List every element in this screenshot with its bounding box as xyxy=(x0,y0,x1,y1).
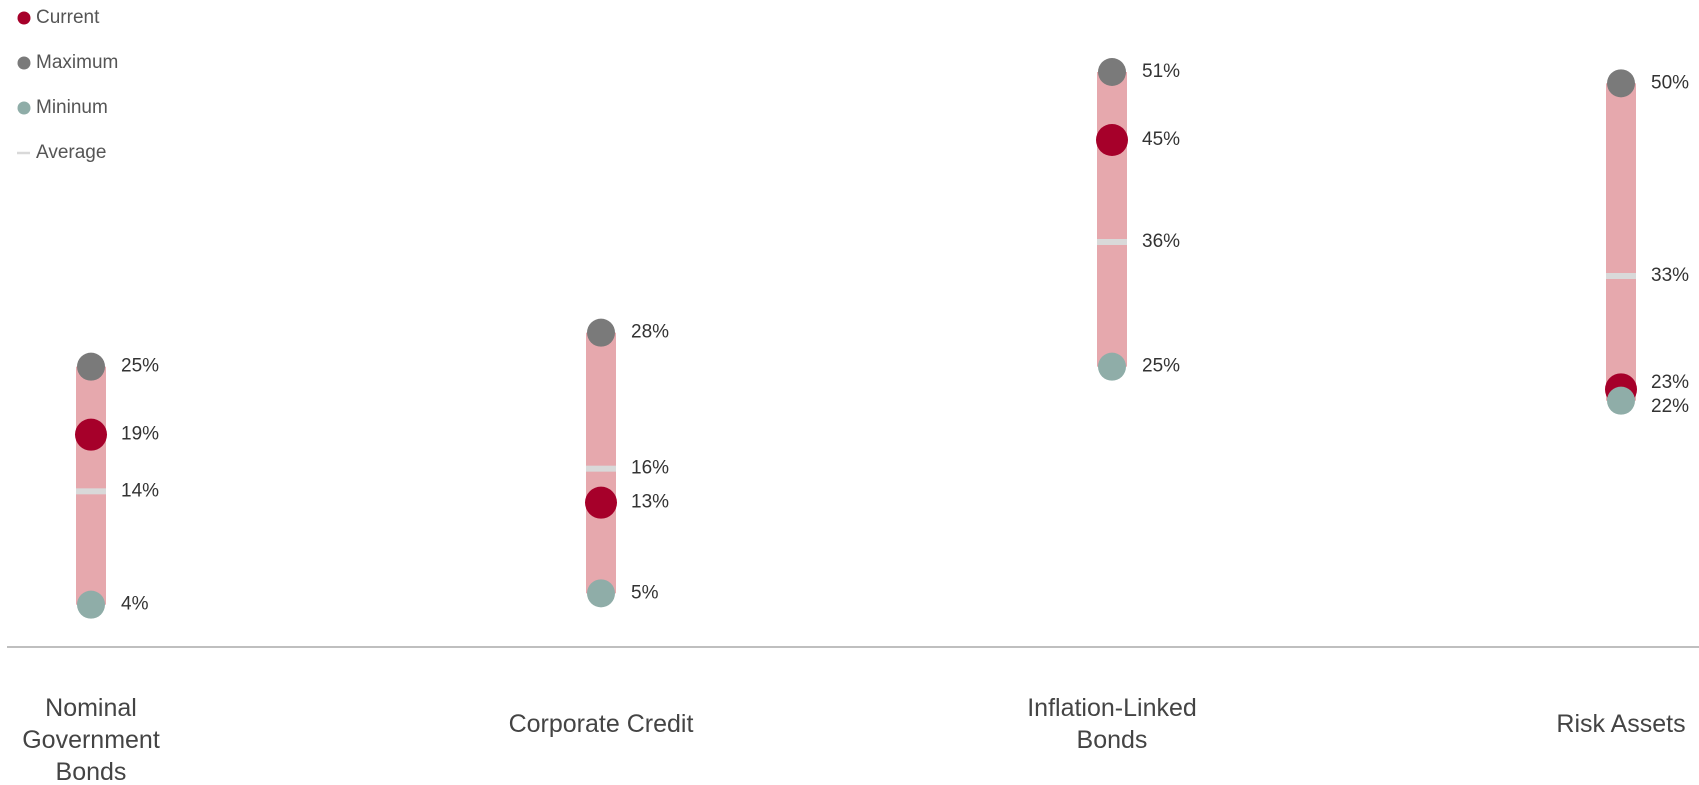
mininum-dot xyxy=(1607,386,1635,415)
range-bar xyxy=(1606,83,1636,401)
value-label: 33% xyxy=(1651,265,1689,286)
legend-label: Current xyxy=(36,7,100,28)
average-mark xyxy=(1097,239,1127,245)
range-bar xyxy=(1097,72,1127,367)
value-label: 50% xyxy=(1651,72,1689,93)
value-label: 19% xyxy=(121,424,159,445)
value-label: 14% xyxy=(121,480,159,501)
category-label: Inflation-Linked Bonds xyxy=(1027,694,1197,754)
current-dot xyxy=(585,486,617,519)
maximum-dot xyxy=(1098,58,1126,86)
range-bar xyxy=(76,366,106,605)
current-dot xyxy=(75,418,107,451)
value-label: 28% xyxy=(631,322,669,343)
average-mark xyxy=(76,488,106,495)
maximum-dot xyxy=(1607,69,1635,98)
mininum-dot xyxy=(1098,352,1126,381)
value-label: 45% xyxy=(1142,129,1180,150)
legend-label: Mininum xyxy=(36,97,108,118)
mininum-dot xyxy=(77,590,105,619)
range-bar xyxy=(586,332,616,594)
legend-label: Maximum xyxy=(36,52,118,73)
legend-swatch xyxy=(17,56,31,70)
category-label: Risk Assets xyxy=(1556,710,1686,738)
maximum-dot xyxy=(587,318,615,347)
average-mark xyxy=(586,465,616,472)
value-label: 23% xyxy=(1651,372,1689,393)
value-label: 13% xyxy=(631,492,669,513)
value-label: 5% xyxy=(631,582,659,603)
legend-swatch xyxy=(17,101,31,115)
legend-label: Average xyxy=(36,142,106,163)
legend-swatch xyxy=(17,11,31,25)
value-label: 4% xyxy=(121,594,149,615)
mininum-dot xyxy=(587,579,615,608)
value-label: 25% xyxy=(121,356,159,377)
value-label: 22% xyxy=(1651,396,1689,417)
average-mark xyxy=(1606,273,1636,279)
current-dot xyxy=(1096,124,1128,156)
value-label: 16% xyxy=(631,458,669,479)
value-label: 51% xyxy=(1142,61,1180,82)
category-label: Nominal Government Bonds xyxy=(22,694,160,785)
value-label: 36% xyxy=(1142,231,1180,252)
category-label: Corporate Credit xyxy=(508,710,694,738)
maximum-dot xyxy=(77,352,105,381)
value-label: 25% xyxy=(1142,356,1180,377)
